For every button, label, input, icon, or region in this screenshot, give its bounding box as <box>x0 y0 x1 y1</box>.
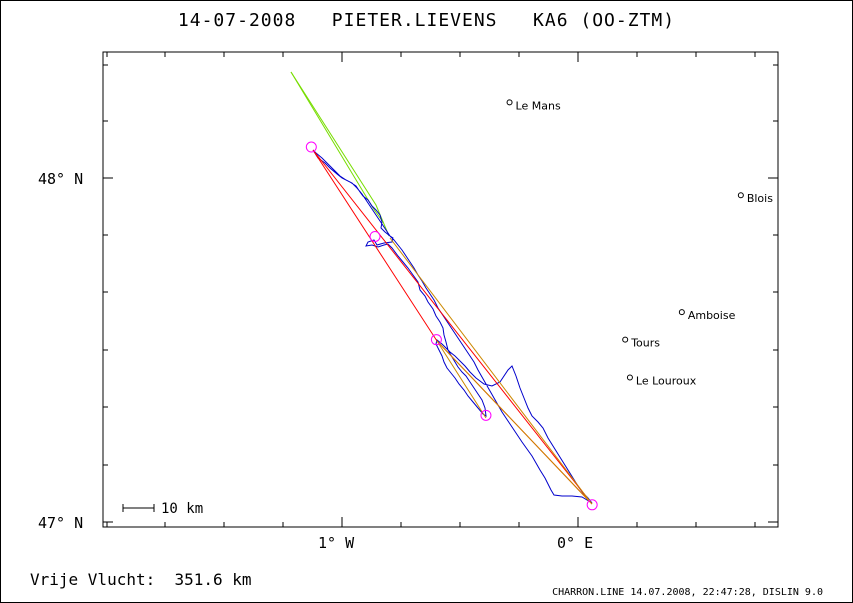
town-marker <box>622 336 629 343</box>
town-tours: Tours <box>622 336 660 350</box>
town-amboise: Amboise <box>678 309 736 322</box>
green-track-line-2 <box>290 71 390 237</box>
town-marker <box>737 192 744 199</box>
town-marker <box>626 374 633 381</box>
x-axis-label-1w: 1° W <box>318 534 355 552</box>
turnpoint-marker <box>430 334 442 346</box>
turnpoint-marker <box>586 499 598 511</box>
town-label: Le Mans <box>516 99 561 112</box>
turnpoints <box>305 141 598 511</box>
town-le-mans: Le Mans <box>506 99 561 112</box>
leg-lines <box>389 237 593 505</box>
town-label: Le Louroux <box>636 375 697 388</box>
flight-track <box>312 149 593 504</box>
x-axis-label-0e: 0° E <box>557 534 593 552</box>
towns: Le Mans Blois Amboise Tours Le Louroux <box>506 99 773 388</box>
y-axis-label-48n: 48° N <box>38 170 83 188</box>
map-area <box>102 51 779 528</box>
town-marker <box>506 99 513 106</box>
turnpoint-marker <box>305 141 317 153</box>
green-track-line <box>290 71 384 223</box>
axis-ticks <box>103 52 778 527</box>
free-flight-distance: Vrije Vlucht: 351.6 km <box>30 570 252 589</box>
program-info: CHARRON.LINE 14.07.2008, 22:47:28, DISLI… <box>552 587 823 598</box>
town-blois: Blois <box>737 192 773 205</box>
scale-bar-label: 10 km <box>161 501 203 517</box>
town-label: Amboise <box>688 309 736 322</box>
turnpoint-marker <box>480 409 492 421</box>
turnpoint-marker <box>369 230 381 242</box>
y-axis-label-47n: 47° N <box>38 514 83 532</box>
town-marker <box>678 309 685 316</box>
town-le-louroux: Le Louroux <box>626 374 697 388</box>
town-label: Tours <box>630 337 660 350</box>
flight-title: 14-07-2008 PIETER.LIEVENS KA6 (OO-ZTM) <box>177 10 676 31</box>
task-line <box>312 149 593 505</box>
scale-bar <box>122 504 155 512</box>
town-label: Blois <box>747 192 773 205</box>
